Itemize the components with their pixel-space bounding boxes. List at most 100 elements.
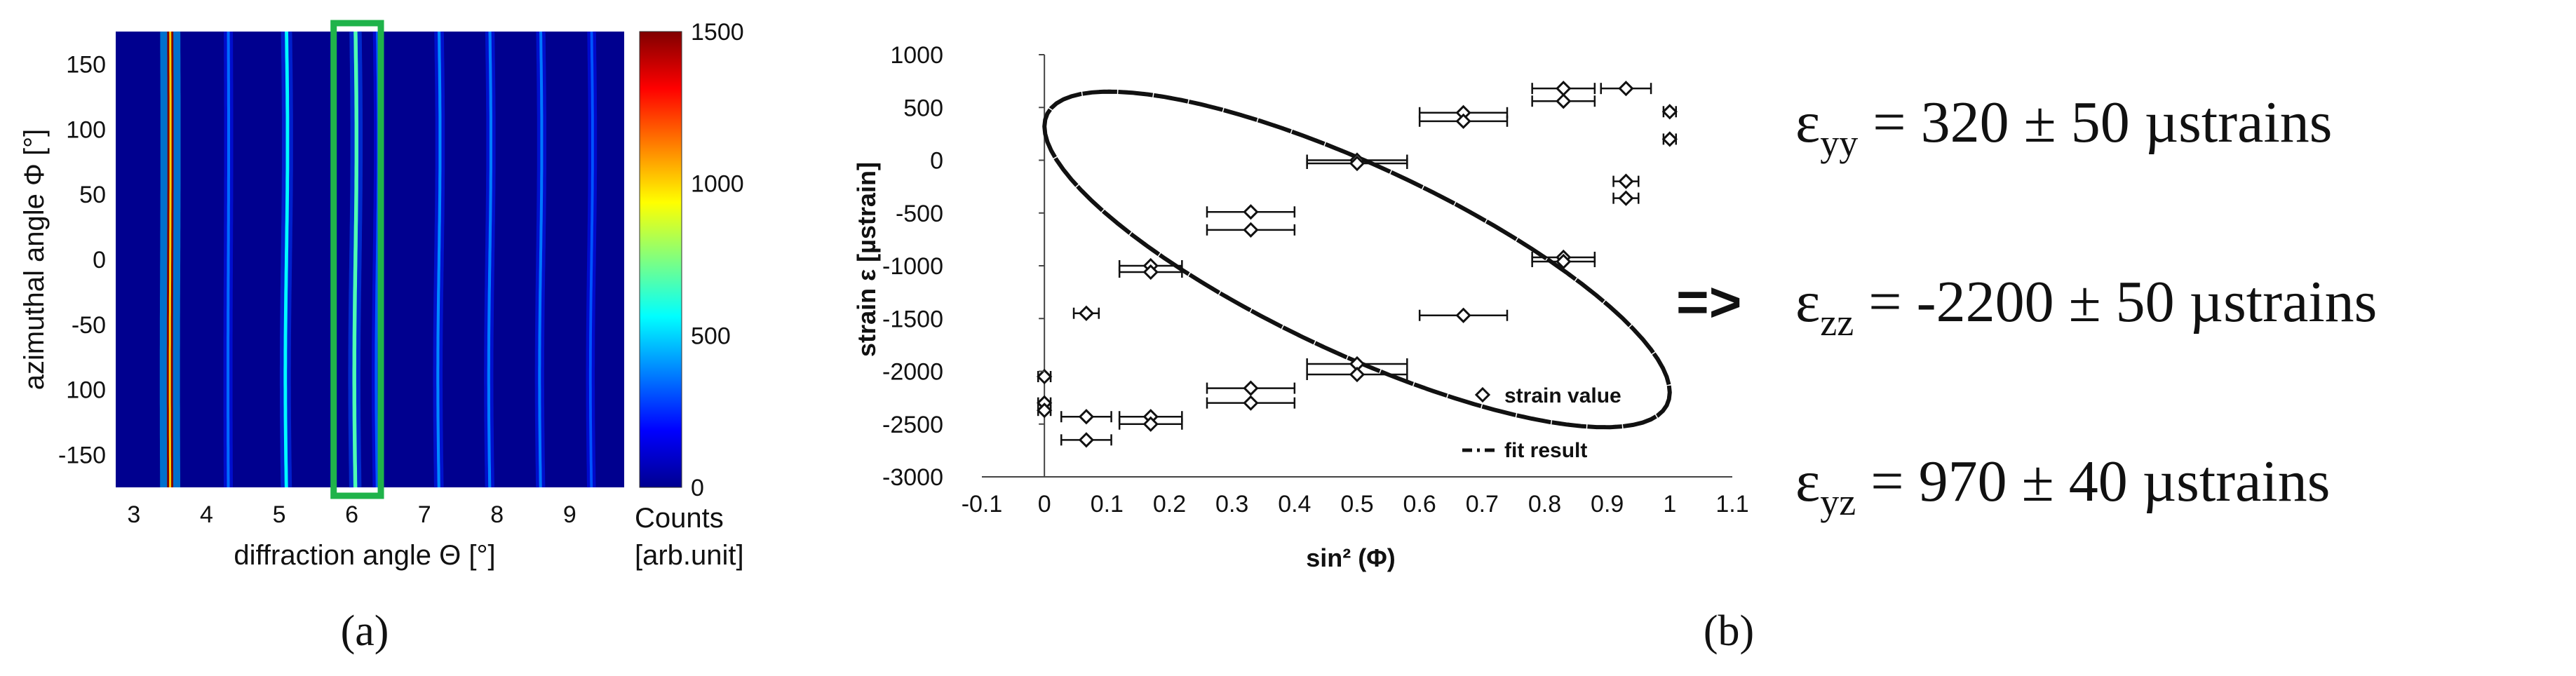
heatmap-x-tick-label: 5: [273, 501, 286, 528]
strain-point: [1037, 403, 1053, 419]
eps-yz-symbol: ε: [1795, 449, 1820, 514]
colorbar-tick-label: 1000: [691, 171, 744, 198]
strain-point: [1455, 113, 1471, 129]
diffraction-line-2: [283, 31, 290, 488]
colorbar-tick-label: 0: [691, 475, 704, 501]
diffraction-line-5: [436, 31, 442, 488]
heatmap-y-ticks: 150 100 50 0 -50 100 -150: [58, 51, 106, 468]
eps-zz-symbol: ε: [1795, 269, 1820, 334]
svg-text:εyz = 970 ± 40 µstrains: εyz = 970 ± 40 µstrains: [1795, 449, 2330, 523]
strain-point: [1243, 380, 1259, 396]
heatmap-x-tick-label: 7: [418, 501, 431, 528]
strain-point: [1618, 190, 1634, 206]
diffraction-line-6: [487, 31, 492, 488]
legend-strain-marker: [1474, 386, 1491, 403]
heatmap-y-tick-label: 50: [79, 182, 106, 208]
scatter-y-tick-label: 500: [903, 95, 943, 121]
strain-point: [1556, 81, 1572, 97]
heatmap-x-tick-label: 4: [200, 501, 213, 528]
strain-point: [1078, 409, 1095, 425]
scatter-axis-frame: [982, 55, 1732, 478]
scatter-x-tick-label: 0.4: [1278, 491, 1311, 518]
strain-point: [1078, 305, 1095, 321]
scatter-x-tick-label: 0.8: [1528, 491, 1561, 518]
strain-point: [1455, 307, 1471, 323]
scatter-x-tick-label: 0.1: [1091, 491, 1124, 518]
heatmap-x-axis-label: diffraction angle Θ [°]: [234, 540, 495, 571]
diffraction-line-8: [588, 31, 594, 488]
diffraction-line-1: [227, 32, 230, 487]
legend-fit-label: fit result: [1504, 439, 1587, 462]
colorbar-label-counts: Counts: [635, 503, 724, 534]
strain-point: [1243, 222, 1259, 238]
scatter-y-axis-label: strain ε [µstrain]: [852, 162, 881, 357]
strain-point: [1661, 104, 1678, 120]
strain-scatter-panel: -0.1 0 0.1 0.2 0.3 0.4 0.5 0.6 0.7 0.8 0.9 1 1.1 100…: [852, 42, 1754, 655]
heatmap-x-tick-label: 3: [127, 501, 140, 528]
heatmap-y-tick-label: -50: [72, 312, 106, 339]
eps-zz-subscript: zz: [1820, 302, 1854, 344]
legend: strain value fit result: [1462, 384, 1621, 462]
strain-point: [1661, 131, 1678, 147]
heatmap-plot-area: [116, 32, 624, 487]
scatter-x-tick-label: -0.1: [962, 491, 1003, 518]
scatter-y-tick-label: -2000: [882, 359, 943, 386]
result-eps-yz: εyz = 970 ± 40 µstrains: [1795, 449, 2330, 523]
diffraction-line-3: [352, 31, 358, 488]
scatter-x-tick-label: 1.1: [1715, 491, 1748, 518]
scatter-y-tick-label: 1000: [890, 42, 943, 69]
scatter-y-tick-label: -3000: [882, 464, 943, 491]
strain-point: [1142, 264, 1159, 280]
heatmap-x-tick-label: 6: [345, 501, 358, 528]
fit-result-curve: [1042, 89, 1672, 430]
scatter-y-tick-label: -1000: [882, 253, 943, 280]
scatter-y-tick-label: 0: [930, 148, 943, 175]
scatter-x-tick-label: 0.2: [1153, 491, 1186, 518]
scatter-y-tick-label: -2500: [882, 412, 943, 438]
panel-label-a: (a): [341, 607, 389, 655]
eps-yy-subscript: yy: [1820, 122, 1858, 164]
result-eps-zz: εzz = -2200 ± 50 µstrains: [1795, 269, 2377, 344]
strain-point: [1078, 432, 1095, 448]
scatter-x-ticks: -0.1 0 0.1 0.2 0.3 0.4 0.5 0.6 0.7 0.8 0.9 1 1.1: [962, 491, 1749, 518]
heatmap-highlight-box: [330, 20, 384, 499]
svg-text:εzz = -2200 ± 50 µstrains: εzz = -2200 ± 50 µstrains: [1795, 269, 2377, 344]
strain-point: [1556, 93, 1572, 109]
scatter-x-tick-label: 0.3: [1215, 491, 1248, 518]
strain-point: [1243, 204, 1259, 220]
heatmap-x-ticks: 3 4 5 6 7 8 9: [127, 501, 576, 528]
heatmap-y-tick-label: 150: [66, 51, 106, 78]
panel-label-b: (b): [1704, 607, 1754, 655]
colorbar-ticks: 1500 1000 500 0: [691, 19, 744, 501]
heatmap-y-axis-label: azimuthal angle Φ [°]: [19, 129, 50, 391]
scatter-y-tick-label: -500: [896, 201, 943, 227]
heatmap-y-tick-label: 100: [66, 116, 106, 143]
result-eps-yy: εyy = 320 ± 50 µstrains: [1795, 90, 2332, 164]
strain-point: [1243, 395, 1259, 411]
strain-point: [1556, 253, 1572, 270]
legend-strain-label: strain value: [1504, 384, 1621, 407]
scatter-y-ticks: 1000 500 0 -500 -1000 -1500 -2000 -2500 -3000: [882, 42, 1045, 491]
strain-point: [1142, 416, 1159, 432]
colorbar: [639, 31, 682, 488]
eps-yz-value: = 970 ± 40 µstrains: [1856, 449, 2330, 514]
eps-yz-subscript: yz: [1820, 481, 1856, 523]
strain-point: [1037, 368, 1053, 385]
eps-yy-value: = 320 ± 50 µstrains: [1858, 90, 2332, 155]
strain-point: [1349, 366, 1365, 383]
scatter-x-tick-label: 0: [1038, 491, 1051, 518]
scatter-x-tick-label: 1: [1663, 491, 1676, 518]
heatmap-y-tick-label: -150: [58, 442, 106, 469]
heatmap-x-tick-label: 8: [490, 501, 504, 528]
heatmap-y-tick-label: 0: [93, 247, 106, 273]
strain-point: [1618, 173, 1634, 189]
scatter-x-tick-label: 0.6: [1403, 491, 1436, 518]
scatter-x-tick-label: 0.9: [1591, 491, 1624, 518]
heatmap-x-tick-label: 9: [563, 501, 576, 528]
colorbar-label-unit: [arb.unit]: [635, 540, 744, 571]
svg-text:εyy = 320 ± 50 µstrains: εyy = 320 ± 50 µstrains: [1795, 90, 2332, 164]
strain-point: [1618, 81, 1634, 97]
strain-points: [1037, 81, 1678, 448]
implies-arrow: =>: [1676, 271, 1741, 333]
